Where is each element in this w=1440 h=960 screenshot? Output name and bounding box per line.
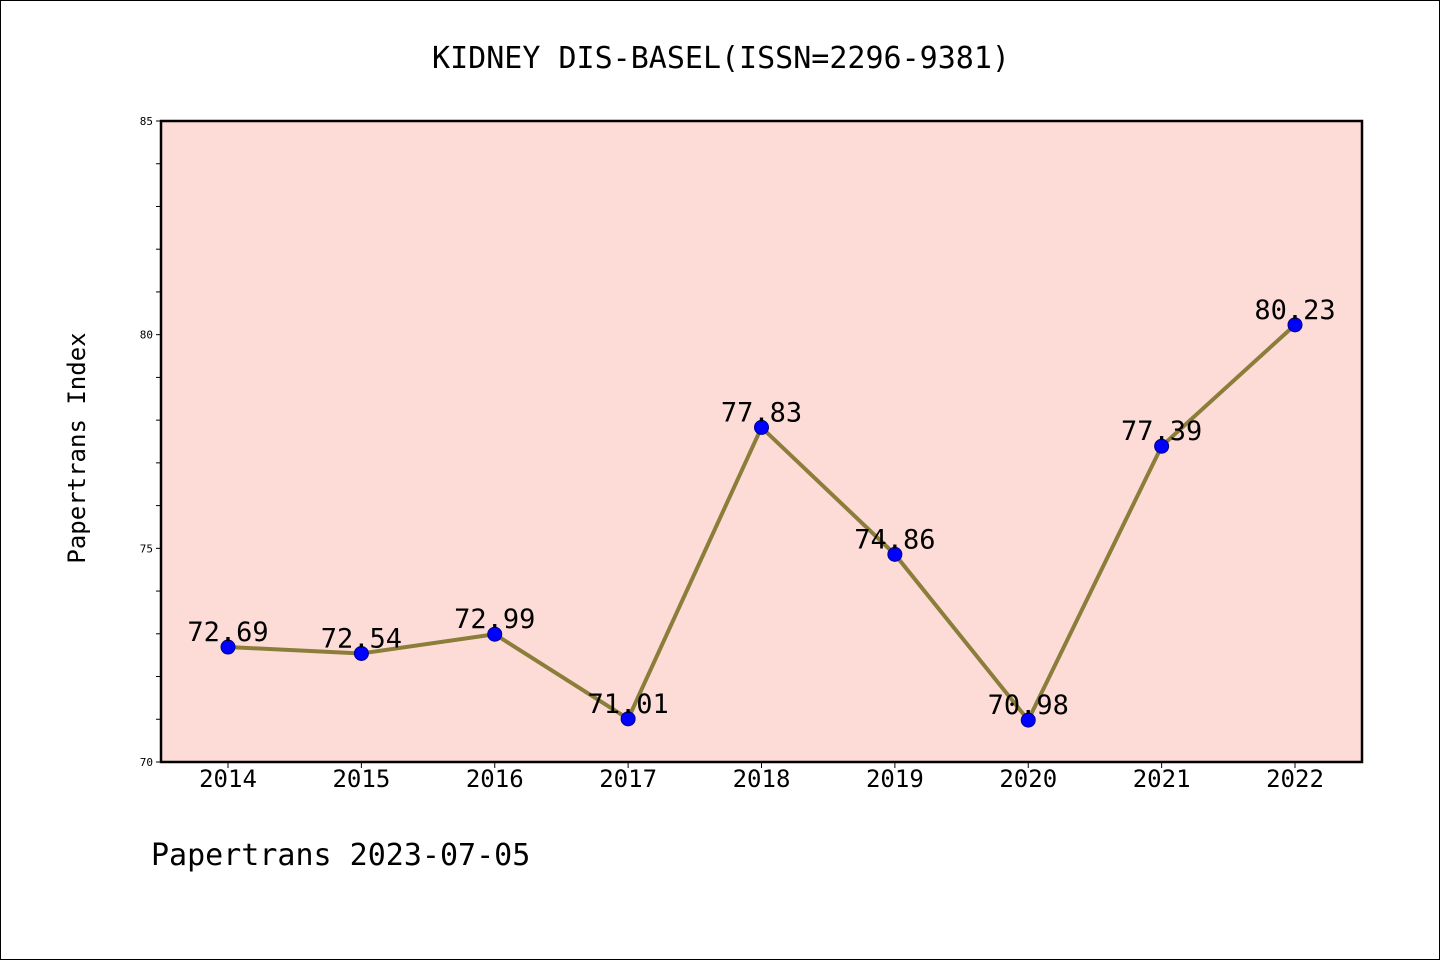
x-axis: 2014 2015 2016 2017 2018 2019 2020 2021 2022: [199, 762, 1324, 793]
y-tick-label: 80: [140, 329, 153, 342]
footer-date: Papertrans 2023-07-05: [151, 838, 530, 873]
x-tick-label: 2017: [599, 765, 657, 793]
data-label: 71.01: [587, 689, 668, 720]
data-label: 72.99: [454, 604, 535, 635]
x-tick-label: 2014: [199, 765, 257, 793]
data-label: 72.54: [321, 623, 402, 654]
x-tick-label: 2021: [1133, 765, 1191, 793]
data-point: [887, 546, 903, 562]
data-point: [754, 419, 769, 435]
data-markers: [220, 317, 1303, 728]
data-point: [1154, 438, 1170, 454]
x-tick-label: 2016: [466, 765, 524, 793]
data-label: 80.23: [1254, 295, 1335, 326]
x-tick-label: 2018: [733, 765, 791, 793]
x-tick-label: 2015: [332, 765, 390, 793]
data-label: 72.69: [187, 617, 268, 648]
data-labels: 72.69 72.54 72.99 71.01 77.83 74.86 70.98 77.39…: [187, 295, 1335, 721]
data-label: 77.83: [721, 397, 802, 428]
x-tick-label: 2020: [999, 765, 1057, 793]
data-label: 74.86: [854, 524, 935, 555]
y-axis-label: Papertrans Index: [63, 332, 91, 563]
data-point: [220, 639, 236, 655]
y-tick-label: 85: [140, 115, 153, 128]
x-tick-label: 2019: [866, 765, 924, 793]
data-label: 70.98: [988, 690, 1069, 721]
x-tick-label: 2022: [1266, 765, 1324, 793]
y-tick-label: 70: [140, 756, 153, 769]
data-point: [1020, 712, 1036, 728]
y-axis: 70 75 80 85: [140, 115, 161, 769]
data-point: [487, 626, 503, 642]
data-label: 77.39: [1121, 416, 1202, 447]
data-point: [353, 645, 369, 661]
chart-title: KIDNEY DIS-BASEL(ISSN=2296-9381): [432, 41, 1010, 76]
y-tick-label: 75: [140, 542, 153, 555]
data-point: [1287, 317, 1303, 333]
data-point: [620, 711, 636, 727]
